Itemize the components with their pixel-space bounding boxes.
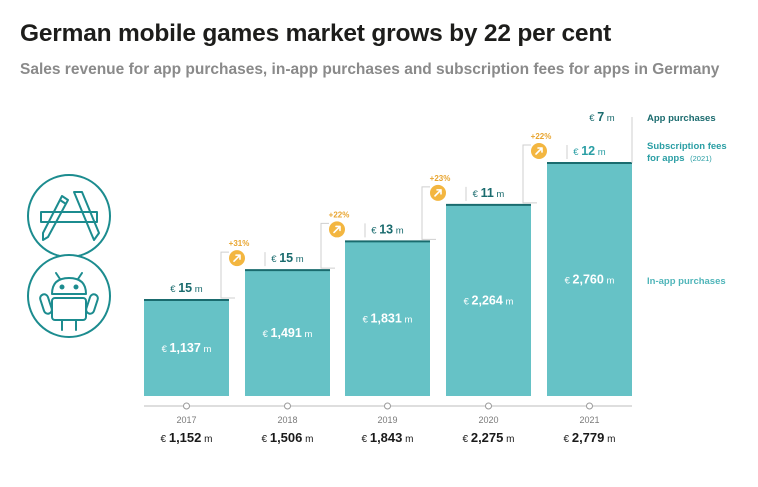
- x-tick-label-2019: 2019: [377, 415, 397, 425]
- total-label-2019: € 1,843 m: [362, 430, 414, 445]
- growth-label-2018: +31%: [229, 239, 250, 248]
- growth-connector-2021: [522, 144, 537, 204]
- growth-label-2020: +23%: [430, 174, 451, 183]
- x-tick-2018: [284, 402, 291, 410]
- bar-in-app-2017: [144, 300, 229, 396]
- growth-label-2021: +22%: [531, 132, 552, 141]
- arrow-up-right-icon-glyph: [233, 254, 241, 262]
- total-label-2017: € 1,152 m: [161, 430, 213, 445]
- chart-title: German mobile games market grows by 22 p…: [20, 20, 612, 47]
- bar-value-subscription-2021: € 12 m: [573, 144, 605, 158]
- bar-in-app-2018: [245, 270, 330, 396]
- legend-subscription-label: for apps: [647, 153, 684, 164]
- x-tick-2021: [586, 402, 593, 410]
- bar-value-app-2019: € 13 m: [371, 222, 403, 236]
- total-label-2018: € 1,506 m: [262, 430, 314, 445]
- bar-value-in-app-2018: € 1,491 m: [263, 326, 313, 340]
- x-tick-2019: [384, 402, 391, 410]
- total-label-2021: € 2,779 m: [564, 430, 616, 445]
- legend-app-purchases: App purchases: [647, 113, 716, 124]
- arrow-up-right-icon-glyph: [333, 225, 341, 234]
- legend-subscription-line2: for apps (2021): [647, 153, 712, 164]
- x-tick-label-2018: 2018: [277, 415, 297, 425]
- legend-subscription-note: (2021): [690, 154, 712, 163]
- android-icon: [27, 254, 111, 338]
- bar-in-app-2019: [345, 241, 430, 396]
- bar-in-app-2020: [446, 204, 531, 396]
- growth-connector-2018: [220, 251, 235, 299]
- x-tick-label-2020: 2020: [478, 415, 498, 425]
- legend-in-app-purchases: In-app purchases: [647, 276, 726, 287]
- x-tick-2020: [485, 402, 492, 410]
- arrow-up-right-icon-glyph: [434, 189, 442, 197]
- bar-value-app-2017: € 15 m: [170, 281, 202, 295]
- bar-in-app-2021: [547, 163, 632, 396]
- app-store-icon: [27, 174, 111, 258]
- growth-connector-2020: [421, 186, 436, 240]
- growth-connector-2019: [320, 222, 335, 269]
- bar-value-in-app-2020: € 2,264 m: [464, 293, 514, 307]
- total-label-2020: € 2,275 m: [463, 430, 515, 445]
- x-tick-2017: [183, 402, 190, 410]
- bar-value-in-app-2021: € 2,760 m: [565, 273, 615, 287]
- arrow-up-right-icon-glyph: [535, 147, 543, 155]
- legend-subscription-line1: Subscription fees: [647, 141, 727, 152]
- bar-value-app-2021: € 7 m: [589, 110, 615, 124]
- bar-value-in-app-2019: € 1,831 m: [363, 312, 413, 326]
- x-tick-label-2021: 2021: [579, 415, 599, 425]
- x-tick-label-2017: 2017: [176, 415, 196, 425]
- bar-value-app-2020: € 11 m: [473, 186, 505, 200]
- bar-value-app-2018: € 15 m: [271, 251, 303, 265]
- growth-label-2019: +22%: [329, 210, 350, 219]
- bar-value-in-app-2017: € 1,137 m: [162, 341, 212, 355]
- chart-subtitle: Sales revenue for app purchases, in-app …: [20, 61, 720, 78]
